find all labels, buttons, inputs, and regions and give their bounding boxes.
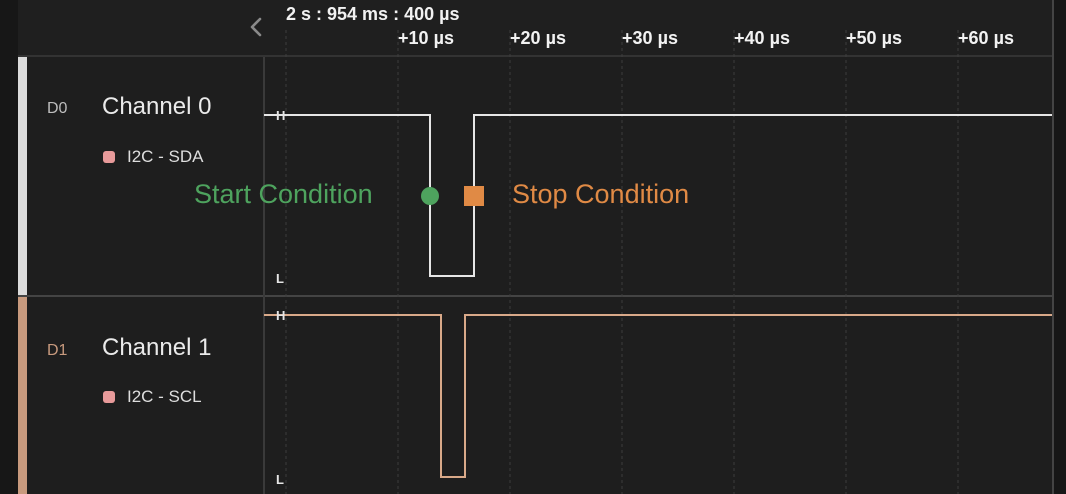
time-tick-label: +30 µs bbox=[622, 28, 678, 48]
analyzer-label[interactable]: I2C - SCL bbox=[127, 387, 202, 406]
waveform-left-border bbox=[263, 57, 265, 494]
time-tick-label: +40 µs bbox=[734, 28, 790, 48]
channel-row-d1[interactable]: D1 Channel 1 I2C - SCL bbox=[18, 297, 264, 494]
channel-divider[interactable] bbox=[18, 295, 1052, 297]
high-level-label: H bbox=[276, 308, 285, 323]
time-tick-label: +50 µs bbox=[846, 28, 902, 48]
start-condition-label: Start Condition bbox=[194, 179, 373, 209]
collapse-sidebar-button[interactable] bbox=[244, 12, 268, 42]
channel-id: D1 bbox=[47, 342, 68, 359]
low-level-label: L bbox=[276, 271, 284, 286]
channel-id: D0 bbox=[47, 100, 68, 117]
channel-1-waveform bbox=[266, 314, 1052, 478]
analyzer-color-dot bbox=[103, 391, 115, 403]
chevron-left-icon bbox=[250, 17, 262, 37]
timeline-header[interactable] bbox=[18, 0, 1052, 57]
time-tick-label: +10 µs bbox=[398, 28, 454, 48]
analyzer-color-dot bbox=[103, 151, 115, 163]
high-level-label: H bbox=[276, 108, 285, 123]
stop-condition-label: Stop Condition bbox=[512, 179, 690, 209]
start-condition-marker[interactable] bbox=[421, 187, 439, 205]
left-gutter bbox=[0, 0, 18, 494]
channel-name[interactable]: Channel 1 bbox=[102, 334, 212, 361]
channel-0-waveform bbox=[266, 114, 1052, 277]
right-scrollbar[interactable] bbox=[1052, 0, 1066, 494]
analyzer-label[interactable]: I2C - SDA bbox=[127, 147, 204, 166]
timeline-start-timestamp: 2 s : 954 ms : 400 µs bbox=[286, 4, 460, 24]
channel-name[interactable]: Channel 0 bbox=[102, 93, 212, 120]
time-tick-label: +20 µs bbox=[510, 28, 566, 48]
channel-row-d0[interactable]: D0 Channel 0 I2C - SDA bbox=[18, 57, 264, 295]
stop-condition-marker[interactable] bbox=[464, 186, 484, 206]
time-tick-label: +60 µs bbox=[958, 28, 1014, 48]
low-level-label: L bbox=[276, 472, 284, 487]
time-grid bbox=[285, 30, 959, 494]
